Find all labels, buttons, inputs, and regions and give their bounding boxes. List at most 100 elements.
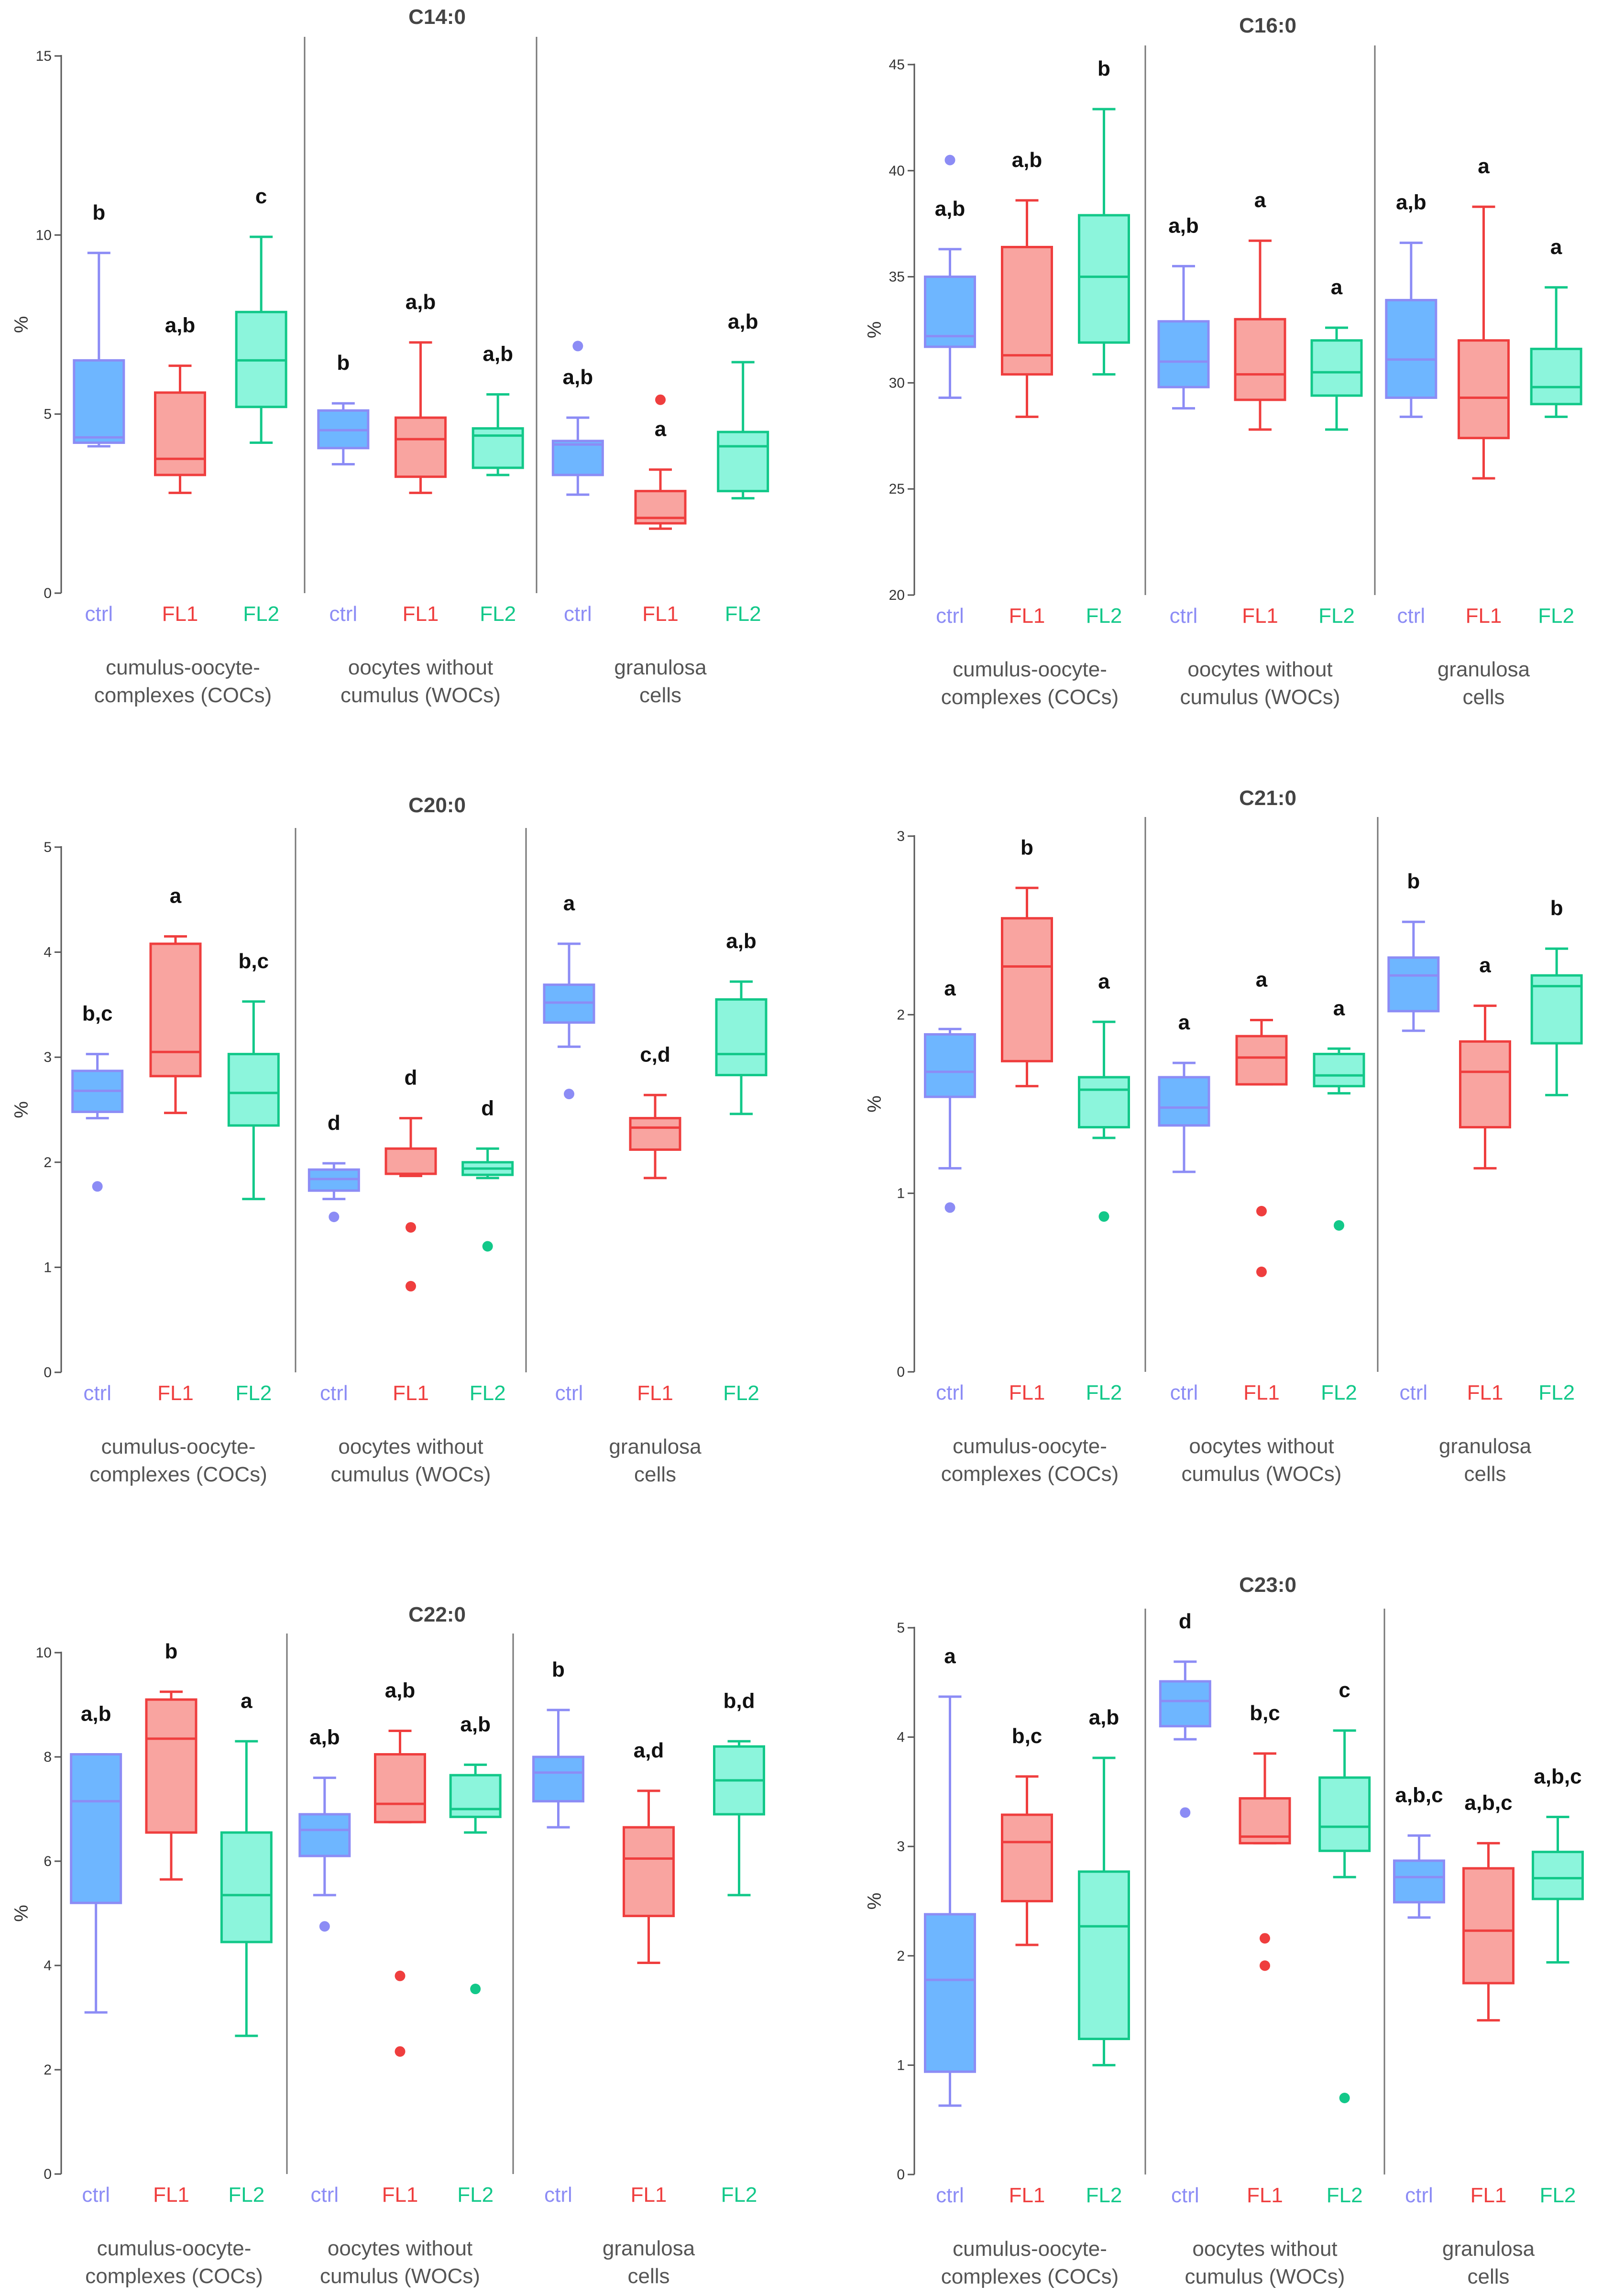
chart-title: C21:0 xyxy=(1239,786,1296,810)
iqr-box xyxy=(1234,318,1286,401)
category-label-ctrl: ctrl xyxy=(1405,2184,1433,2207)
panel-c21: C21:0 0 1 2 3% a ctrl b FL1 a FL2 a ctrl a FL1 a FL2 b ctr… xyxy=(864,786,1583,1486)
box-FL2: a,b FL2 xyxy=(1078,1706,1130,2207)
significance-label: a,b xyxy=(1089,1706,1119,1729)
box-FL2: d FL2 xyxy=(461,1096,514,1405)
chart-title: C22:0 xyxy=(408,1603,466,1626)
outlier-point xyxy=(1180,1807,1191,1818)
category-label-FL2: FL2 xyxy=(1318,604,1355,628)
category-label-FL2: FL2 xyxy=(1086,2184,1122,2207)
significance-label: a xyxy=(1254,188,1266,212)
category-label-FL2: FL2 xyxy=(721,2183,757,2207)
y-axis-label: % xyxy=(864,1095,885,1113)
box-ctrl: a,b ctrl xyxy=(298,1726,351,2207)
iqr-box xyxy=(1310,339,1363,397)
group-label-line: cumulus-oocyte- xyxy=(953,658,1107,681)
box-ctrl: a ctrl xyxy=(543,892,595,1405)
significance-label: b xyxy=(1097,57,1110,80)
category-label-FL1: FL1 xyxy=(1467,1381,1503,1404)
category-label-ctrl: ctrl xyxy=(544,2183,572,2207)
iqr-box xyxy=(1387,956,1440,1013)
significance-label: a,b xyxy=(81,1702,111,1726)
y-tick-label: 2 xyxy=(897,1948,905,1964)
box-FL1: d FL1 xyxy=(384,1066,437,1405)
significance-label: a xyxy=(170,884,182,908)
panel-c14: C14:0051015%bctrla,bFL1cFL2bctrla,bFL1a,… xyxy=(11,5,769,707)
group-label: cumulus-oocyte-complexes (COCs) xyxy=(941,1435,1119,1486)
iqr-box xyxy=(1001,1813,1053,1902)
significance-label: c,d xyxy=(640,1043,670,1066)
box-ctrl: d ctrl xyxy=(307,1111,360,1405)
box-FL1: a,b FL1 xyxy=(1001,148,1053,628)
box-ctrl: b ctrl xyxy=(317,351,370,626)
category-label-ctrl: ctrl xyxy=(1400,1381,1428,1404)
box-FL1: a FL1 xyxy=(634,394,687,626)
iqr-box xyxy=(1532,1851,1584,1900)
outlier-point xyxy=(1260,1933,1270,1944)
significance-label: a,b xyxy=(1168,214,1199,237)
group-label-line: cumulus-oocyte- xyxy=(106,656,260,679)
iqr-box xyxy=(1001,917,1053,1062)
iqr-box xyxy=(532,1755,584,1803)
group-label-line: complexes (COCs) xyxy=(85,2264,263,2288)
significance-label: b xyxy=(337,351,350,375)
iqr-box xyxy=(472,427,524,469)
chart-title: C14:0 xyxy=(408,5,466,29)
outlier-point xyxy=(395,2046,406,2057)
category-label-FL1: FL1 xyxy=(403,602,439,626)
category-label-FL1: FL1 xyxy=(162,602,198,626)
significance-label: c xyxy=(1339,1678,1350,1702)
box-FL2: a FL2 xyxy=(220,1689,273,2207)
category-label-ctrl: ctrl xyxy=(82,2183,110,2207)
iqr-box xyxy=(70,1753,122,1904)
group-label-line: cells xyxy=(639,684,681,707)
category-label-FL2: FL2 xyxy=(1327,2184,1363,2207)
iqr-box xyxy=(384,1147,437,1175)
outlier-point xyxy=(1260,1960,1270,1971)
category-label-FL1: FL1 xyxy=(393,1381,429,1405)
category-label-ctrl: ctrl xyxy=(936,2184,964,2207)
group-label-line: oocytes without xyxy=(338,1435,483,1458)
group-label: granulosa cells xyxy=(1437,658,1530,709)
group-label-line: cumulus-oocyte- xyxy=(953,2237,1107,2261)
group-label-line: granulosa xyxy=(603,2237,695,2260)
group-label-line: cells xyxy=(634,1463,676,1486)
category-label-FL1: FL1 xyxy=(1247,2184,1283,2207)
category-label-FL2: FL2 xyxy=(1321,1381,1357,1404)
significance-label: a,b xyxy=(309,1726,340,1749)
significance-label: d xyxy=(328,1111,340,1135)
iqr-box xyxy=(227,1053,280,1127)
significance-label: a xyxy=(1479,954,1491,977)
iqr-box xyxy=(73,359,125,444)
panel-c20: C20:0 0 1 2 3 4 5% b,c ctrl a FL1 b,c FL2 d ctrl d FL1 d F… xyxy=(11,794,768,1486)
box-ctrl: b ctrl xyxy=(532,1658,584,2207)
significance-label: b,c xyxy=(239,949,269,973)
significance-label: a,b xyxy=(406,290,436,314)
box-FL1: a FL1 xyxy=(1234,188,1286,628)
box-ctrl: a,b ctrl xyxy=(924,155,976,628)
group-label-line: complexes (COCs) xyxy=(941,2265,1119,2288)
significance-label: d xyxy=(1179,1610,1192,1633)
category-label-FL2: FL2 xyxy=(457,2183,494,2207)
y-tick-label: 0 xyxy=(44,585,52,601)
significance-label: a,b xyxy=(728,310,758,333)
significance-label: a xyxy=(241,1689,252,1712)
group-label: cumulus-oocyte-complexes (COCs) xyxy=(941,2237,1119,2288)
box-FL2: c FL2 xyxy=(235,185,287,626)
box-FL1: a,b,c FL1 xyxy=(1462,1791,1514,2207)
iqr-box xyxy=(1313,1052,1365,1088)
significance-label: a xyxy=(1098,970,1110,993)
iqr-box xyxy=(374,1753,426,1823)
iqr-box xyxy=(395,416,447,478)
category-label-ctrl: ctrl xyxy=(936,1381,964,1404)
box-FL2: b,d FL2 xyxy=(713,1689,765,2207)
y-tick-label: 10 xyxy=(36,227,52,243)
iqr-box xyxy=(924,1913,976,2073)
category-label-FL1: FL1 xyxy=(1009,2184,1045,2207)
group-label-line: oocytes without xyxy=(348,656,493,679)
box-FL2: a,b FL2 xyxy=(715,929,768,1405)
significance-label: a,b xyxy=(935,197,966,221)
iqr-box xyxy=(1458,339,1510,440)
box-FL1: a,b FL1 xyxy=(154,314,206,626)
iqr-box xyxy=(1530,347,1582,406)
